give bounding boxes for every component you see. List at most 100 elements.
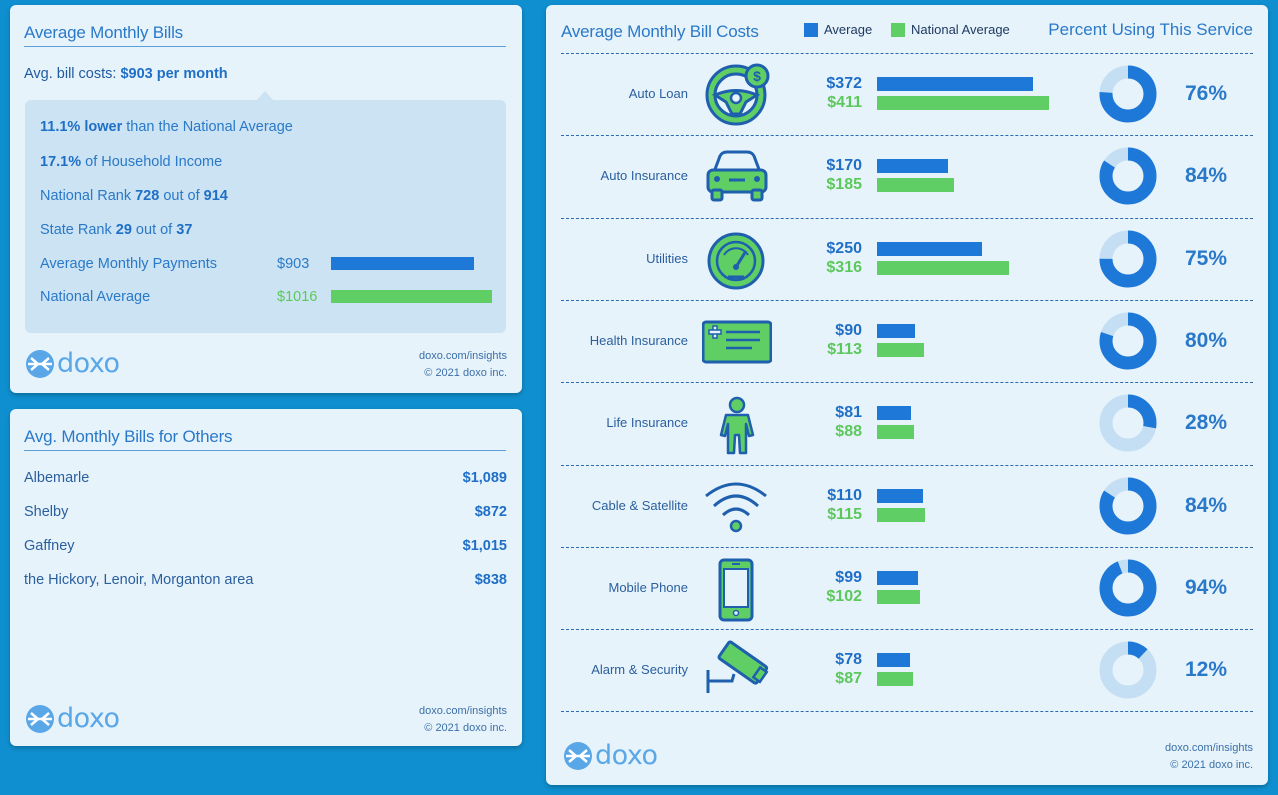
city-amount: $1,089 xyxy=(462,470,507,486)
bill-row: Utilities $250 $316 75% xyxy=(546,218,1268,300)
average-value-label: $78 xyxy=(835,651,862,669)
doxo-logo: doxo xyxy=(26,348,120,379)
bill-row: Life Insurance $81 $88 28% xyxy=(546,382,1268,464)
doxo-mark-icon xyxy=(26,704,54,733)
avg-payments-bar xyxy=(331,257,475,270)
income-pct: 17.1% xyxy=(40,154,82,170)
state-rank-value: 29 xyxy=(115,222,132,238)
national-rank-prefix: National Rank xyxy=(40,188,136,204)
usage-donut-wrap xyxy=(1098,229,1158,294)
national-bar xyxy=(877,260,1010,275)
percent-label: 94% xyxy=(1185,575,1228,599)
percent-label: 84% xyxy=(1185,164,1228,188)
copyright: © 2021 doxo inc. xyxy=(1170,759,1253,771)
average-value-label: $170 xyxy=(826,157,862,175)
legend-average-swatch xyxy=(804,22,818,37)
national-bar xyxy=(877,425,914,440)
insights-link[interactable]: doxo.com/insights xyxy=(418,350,507,362)
security-camera-icon xyxy=(702,638,772,704)
usage-donut-wrap xyxy=(1098,640,1158,705)
national-bar xyxy=(877,672,914,687)
health-card-icon xyxy=(701,309,773,375)
category-label: Auto Insurance xyxy=(600,168,688,184)
usage-donut xyxy=(1099,394,1157,452)
national-average-bar xyxy=(331,290,492,303)
doxo-mark-icon xyxy=(26,349,54,378)
national-average-value: $1016 xyxy=(277,289,318,305)
usage-donut-wrap xyxy=(1098,558,1158,623)
national-rank-value: 728 xyxy=(135,188,160,204)
insights-link[interactable]: doxo.com/insights xyxy=(1164,742,1253,754)
city-name: Albemarle xyxy=(24,470,90,486)
percent-label: 12% xyxy=(1185,658,1228,682)
city-amount: $1,015 xyxy=(462,538,507,554)
category-label: Health Insurance xyxy=(589,332,688,348)
average-bar xyxy=(877,653,910,668)
lower-word: lower xyxy=(84,119,123,135)
percent-title: Percent Using This Service xyxy=(1048,20,1253,39)
donut-used-arc xyxy=(1099,641,1157,699)
usage-donut xyxy=(1099,230,1157,288)
row-divider xyxy=(561,464,1253,466)
usage-donut xyxy=(1099,65,1157,123)
category-label: Life Insurance xyxy=(606,415,688,431)
category-label: Mobile Phone xyxy=(608,579,689,595)
donut-used-arc xyxy=(1099,559,1157,617)
national-average-label: National Average xyxy=(40,289,151,305)
average-bar xyxy=(877,159,949,174)
usage-donut-wrap xyxy=(1098,64,1158,129)
percent-label: 80% xyxy=(1185,328,1228,352)
bill-row: Auto Insurance $170 $185 84% xyxy=(546,135,1268,217)
donut-used-arc xyxy=(1099,312,1157,370)
doxo-wordmark: doxo xyxy=(595,740,658,771)
summary-title-rule xyxy=(24,46,506,47)
usage-donut xyxy=(1099,559,1157,617)
legend-average-label: Average xyxy=(824,22,873,37)
average-value-label: $372 xyxy=(826,75,862,92)
bill-costs-chart-card: Average Monthly Bill Costs Average Natio… xyxy=(546,5,1268,785)
summary-card: Average Monthly Bills Avg. bill costs: $… xyxy=(10,5,522,393)
income-rest: of Household Income xyxy=(81,154,223,170)
list-item: Albemarle $1,089 xyxy=(24,470,507,486)
others-title-rule xyxy=(24,450,506,451)
national-value-label: $113 xyxy=(827,340,862,358)
bill-row: Health Insurance $90 $113 80% xyxy=(546,300,1268,382)
national-bar xyxy=(877,507,926,522)
usage-donut-wrap xyxy=(1098,146,1158,211)
average-bar xyxy=(877,323,915,338)
lower-pct: 11.1% xyxy=(40,119,81,135)
household-income-stat: 17.1% of Household Income xyxy=(40,154,222,170)
city-name: Gaffney xyxy=(24,538,75,554)
usage-donut xyxy=(1099,641,1157,699)
insights-link[interactable]: doxo.com/insights xyxy=(418,705,507,717)
legend-national-label: National Average xyxy=(911,22,1010,37)
copyright: © 2021 doxo inc. xyxy=(424,367,507,379)
donut-used-arc xyxy=(1099,230,1157,288)
mobile-phone-icon xyxy=(702,556,772,622)
state-rank-total: 37 xyxy=(176,222,193,238)
bill-row: Mobile Phone $99 $102 94% xyxy=(546,547,1268,629)
row-divider xyxy=(561,546,1253,548)
doxo-logo: doxo xyxy=(26,703,120,734)
wifi-icon xyxy=(702,474,772,540)
row-divider xyxy=(561,217,1253,219)
national-value-label: $115 xyxy=(827,505,862,523)
chart-footer: doxo.com/insights © 2021 doxo inc. xyxy=(1165,740,1253,774)
car-icon xyxy=(702,144,772,210)
list-item: the Hickory, Lenoir, Morganton area $838 xyxy=(24,572,507,588)
bill-row: Auto Loan $ $372 $411 76% xyxy=(546,53,1268,135)
percent-label: 76% xyxy=(1185,82,1228,105)
row-divider xyxy=(561,135,1253,137)
city-amount: $872 xyxy=(474,504,507,520)
gauge-icon xyxy=(702,227,772,293)
donut-used-arc xyxy=(1099,394,1157,452)
donut-used-arc xyxy=(1099,477,1157,534)
national-value-label: $88 xyxy=(835,423,862,441)
legend-average: Average xyxy=(804,22,872,37)
city-name: Shelby xyxy=(24,504,69,520)
national-bar xyxy=(877,589,920,604)
avg-payments-label: Average Monthly Payments xyxy=(40,256,218,272)
doxo-wordmark: doxo xyxy=(57,348,120,379)
usage-donut xyxy=(1099,147,1157,205)
lower-rest: than the National Average xyxy=(122,119,293,135)
